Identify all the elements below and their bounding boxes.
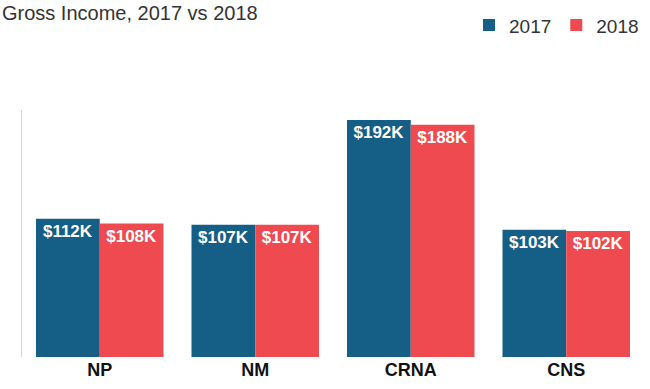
svg-text:NP: NP (87, 360, 112, 380)
svg-text:$103K: $103K (509, 233, 560, 252)
svg-text:Gross Income, 2017 vs 2018: Gross Income, 2017 vs 2018 (2, 2, 258, 24)
svg-text:$192K: $192K (353, 123, 404, 142)
svg-text:$102K: $102K (573, 234, 624, 253)
svg-text:2018: 2018 (596, 16, 638, 37)
svg-text:CNS: CNS (547, 360, 585, 380)
svg-text:$112K: $112K (43, 222, 93, 241)
svg-text:CRNA: CRNA (385, 360, 437, 380)
svg-text:$108K: $108K (106, 227, 157, 246)
svg-text:$107K: $107K (262, 228, 313, 247)
svg-text:$107K: $107K (198, 228, 249, 247)
svg-text:NM: NM (241, 360, 269, 380)
svg-text:$188K: $188K (417, 128, 468, 147)
svg-text:2017: 2017 (509, 16, 551, 37)
